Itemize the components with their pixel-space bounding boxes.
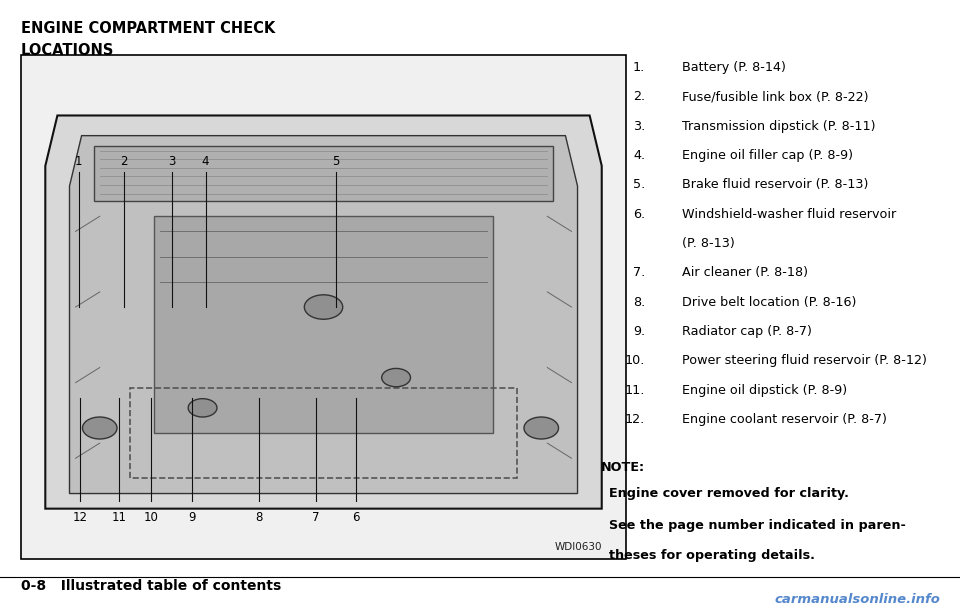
- Text: Battery (P. 8-14): Battery (P. 8-14): [682, 61, 785, 74]
- Text: Engine oil filler cap (P. 8-9): Engine oil filler cap (P. 8-9): [682, 149, 852, 162]
- Text: 6: 6: [351, 511, 359, 524]
- Circle shape: [382, 368, 411, 387]
- Text: 7: 7: [312, 511, 320, 524]
- Text: 2: 2: [120, 155, 128, 169]
- Text: See the page number indicated in paren-: See the page number indicated in paren-: [609, 519, 905, 532]
- Text: Engine cover removed for clarity.: Engine cover removed for clarity.: [609, 487, 849, 500]
- Text: Drive belt location (P. 8-16): Drive belt location (P. 8-16): [682, 296, 856, 309]
- Circle shape: [83, 417, 117, 439]
- Text: 5: 5: [332, 155, 339, 169]
- Text: Fuse/fusible link box (P. 8-22): Fuse/fusible link box (P. 8-22): [682, 90, 868, 103]
- Polygon shape: [69, 136, 578, 494]
- Circle shape: [188, 399, 217, 417]
- Text: 3.: 3.: [633, 120, 645, 133]
- Text: 7.: 7.: [633, 266, 645, 279]
- Text: (P. 8-13): (P. 8-13): [682, 237, 734, 250]
- Text: 11: 11: [111, 511, 127, 524]
- Text: 12.: 12.: [625, 413, 645, 426]
- Circle shape: [304, 295, 343, 319]
- Text: 6.: 6.: [633, 208, 645, 221]
- Text: 9.: 9.: [633, 325, 645, 338]
- Text: 10: 10: [144, 511, 158, 524]
- Text: 9: 9: [188, 511, 196, 524]
- Bar: [21, 55, 626, 559]
- Text: 2.: 2.: [633, 90, 645, 103]
- Text: Power steering fluid reservoir (P. 8-12): Power steering fluid reservoir (P. 8-12): [682, 354, 926, 367]
- Text: Brake fluid reservoir (P. 8-13): Brake fluid reservoir (P. 8-13): [682, 178, 868, 191]
- Text: NOTE:: NOTE:: [601, 461, 645, 474]
- Polygon shape: [45, 115, 602, 508]
- Text: 11.: 11.: [625, 384, 645, 397]
- Text: ENGINE COMPARTMENT CHECK: ENGINE COMPARTMENT CHECK: [21, 21, 276, 37]
- Text: 1: 1: [75, 155, 83, 169]
- Text: Windshield-washer fluid reservoir: Windshield-washer fluid reservoir: [682, 208, 896, 221]
- Text: LOCATIONS: LOCATIONS: [21, 43, 114, 58]
- Text: Air cleaner (P. 8-18): Air cleaner (P. 8-18): [682, 266, 807, 279]
- Text: theses for operating details.: theses for operating details.: [609, 549, 814, 562]
- Text: 12: 12: [73, 511, 88, 524]
- Circle shape: [524, 417, 559, 439]
- Text: 8: 8: [255, 511, 262, 524]
- Text: carmanualsonline.info: carmanualsonline.info: [775, 593, 941, 606]
- Polygon shape: [94, 146, 553, 201]
- Text: 0-8   Illustrated table of contents: 0-8 Illustrated table of contents: [21, 579, 281, 593]
- Text: 4: 4: [202, 155, 209, 169]
- Text: Transmission dipstick (P. 8-11): Transmission dipstick (P. 8-11): [682, 120, 876, 133]
- Text: Engine coolant reservoir (P. 8-7): Engine coolant reservoir (P. 8-7): [682, 413, 886, 426]
- Text: 3: 3: [169, 155, 176, 169]
- Text: Engine oil dipstick (P. 8-9): Engine oil dipstick (P. 8-9): [682, 384, 847, 397]
- Text: 8.: 8.: [633, 296, 645, 309]
- Text: Radiator cap (P. 8-7): Radiator cap (P. 8-7): [682, 325, 811, 338]
- Text: WDI0630: WDI0630: [554, 541, 602, 552]
- Text: 1.: 1.: [633, 61, 645, 74]
- Text: 10.: 10.: [625, 354, 645, 367]
- Text: 5.: 5.: [633, 178, 645, 191]
- Polygon shape: [155, 216, 492, 433]
- Text: 4.: 4.: [633, 149, 645, 162]
